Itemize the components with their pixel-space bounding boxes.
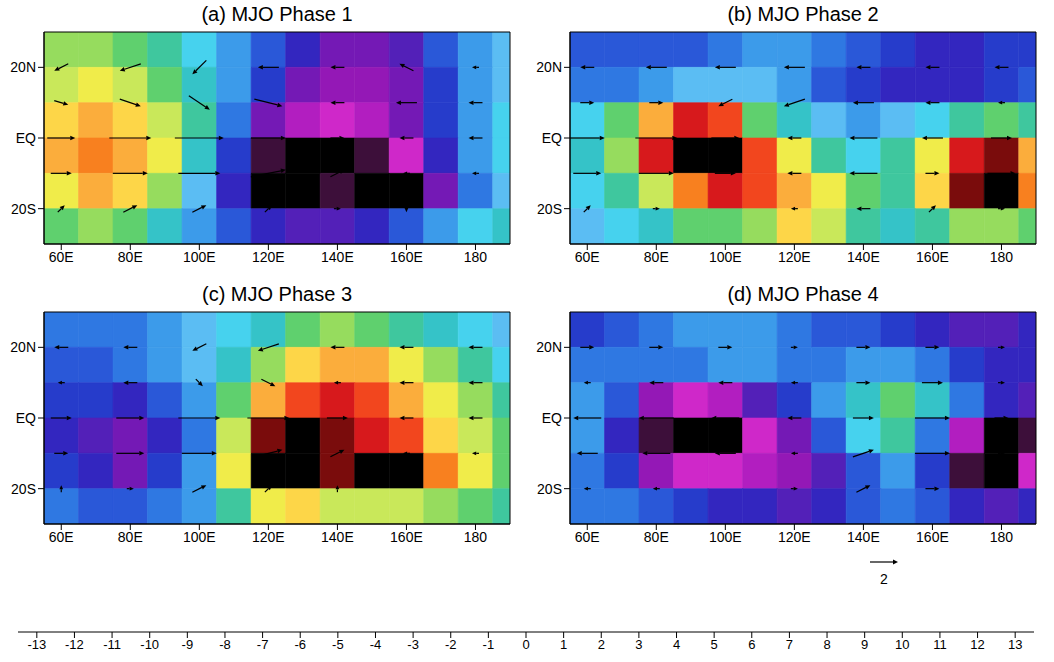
svg-text:10: 10 bbox=[895, 637, 909, 652]
svg-text:20N: 20N bbox=[10, 59, 36, 75]
svg-text:EQ: EQ bbox=[542, 410, 562, 426]
svg-text:120E: 120E bbox=[778, 249, 811, 265]
svg-text:-4: -4 bbox=[370, 637, 382, 652]
svg-text:20N: 20N bbox=[536, 339, 562, 355]
svg-text:7: 7 bbox=[786, 637, 793, 652]
svg-text:120E: 120E bbox=[252, 529, 285, 545]
svg-text:180: 180 bbox=[990, 529, 1014, 545]
svg-text:1: 1 bbox=[560, 637, 567, 652]
svg-text:160E: 160E bbox=[916, 529, 949, 545]
html-text:(b) MJO Phase 2: (b) MJO Phase 2 bbox=[727, 3, 879, 25]
svg-text:8: 8 bbox=[823, 637, 830, 652]
svg-text:11: 11 bbox=[933, 637, 947, 652]
svg-text:-10: -10 bbox=[140, 637, 159, 652]
svg-text:2: 2 bbox=[880, 571, 888, 587]
svg-text:13: 13 bbox=[1008, 637, 1022, 652]
svg-text:20S: 20S bbox=[11, 201, 36, 217]
svg-text:100E: 100E bbox=[709, 529, 742, 545]
svg-text:-3: -3 bbox=[407, 637, 419, 652]
svg-text:-5: -5 bbox=[332, 637, 344, 652]
svg-text:3: 3 bbox=[635, 637, 642, 652]
html-text:(c) MJO Phase 3: (c) MJO Phase 3 bbox=[202, 283, 352, 305]
svg-text:180: 180 bbox=[990, 249, 1014, 265]
svg-text:60E: 60E bbox=[575, 249, 600, 265]
svg-text:60E: 60E bbox=[49, 249, 74, 265]
svg-text:80E: 80E bbox=[644, 529, 669, 545]
svg-text:160E: 160E bbox=[390, 529, 423, 545]
svg-text:80E: 80E bbox=[644, 249, 669, 265]
svg-text:20S: 20S bbox=[11, 481, 36, 497]
svg-text:-13: -13 bbox=[27, 637, 46, 652]
svg-text:120E: 120E bbox=[252, 249, 285, 265]
svg-text:20N: 20N bbox=[536, 59, 562, 75]
svg-text:160E: 160E bbox=[390, 249, 423, 265]
svg-text:160E: 160E bbox=[916, 249, 949, 265]
svg-text:2: 2 bbox=[598, 637, 605, 652]
svg-text:12: 12 bbox=[970, 637, 984, 652]
svg-text:-12: -12 bbox=[65, 637, 84, 652]
svg-text:80E: 80E bbox=[118, 529, 143, 545]
html-text:(d) MJO Phase 4: (d) MJO Phase 4 bbox=[727, 283, 879, 305]
svg-text:20S: 20S bbox=[537, 201, 562, 217]
svg-text:5: 5 bbox=[711, 637, 718, 652]
svg-text:-7: -7 bbox=[257, 637, 269, 652]
html-text:(a) MJO Phase 1: (a) MJO Phase 1 bbox=[201, 3, 353, 25]
svg-text:6: 6 bbox=[748, 637, 755, 652]
svg-text:-6: -6 bbox=[294, 637, 306, 652]
svg-text:180: 180 bbox=[464, 529, 488, 545]
svg-text:-11: -11 bbox=[103, 637, 121, 652]
svg-text:120E: 120E bbox=[778, 529, 811, 545]
svg-text:-8: -8 bbox=[219, 637, 231, 652]
svg-text:EQ: EQ bbox=[16, 410, 36, 426]
svg-text:4: 4 bbox=[673, 637, 680, 652]
svg-text:140E: 140E bbox=[847, 249, 880, 265]
svg-text:140E: 140E bbox=[321, 249, 354, 265]
svg-text:60E: 60E bbox=[575, 529, 600, 545]
svg-text:9: 9 bbox=[861, 637, 868, 652]
svg-text:180: 180 bbox=[464, 249, 488, 265]
svg-text:60E: 60E bbox=[49, 529, 74, 545]
svg-text:-9: -9 bbox=[182, 637, 194, 652]
svg-text:80E: 80E bbox=[118, 249, 143, 265]
svg-text:100E: 100E bbox=[709, 249, 742, 265]
svg-text:-1: -1 bbox=[483, 637, 495, 652]
svg-text:EQ: EQ bbox=[542, 130, 562, 146]
svg-text:-2: -2 bbox=[445, 637, 457, 652]
svg-text:140E: 140E bbox=[321, 529, 354, 545]
svg-text:100E: 100E bbox=[183, 249, 216, 265]
svg-text:20S: 20S bbox=[537, 481, 562, 497]
svg-text:EQ: EQ bbox=[16, 130, 36, 146]
svg-text:100E: 100E bbox=[183, 529, 216, 545]
svg-text:0: 0 bbox=[522, 637, 529, 652]
svg-text:140E: 140E bbox=[847, 529, 880, 545]
svg-text:20N: 20N bbox=[10, 339, 36, 355]
